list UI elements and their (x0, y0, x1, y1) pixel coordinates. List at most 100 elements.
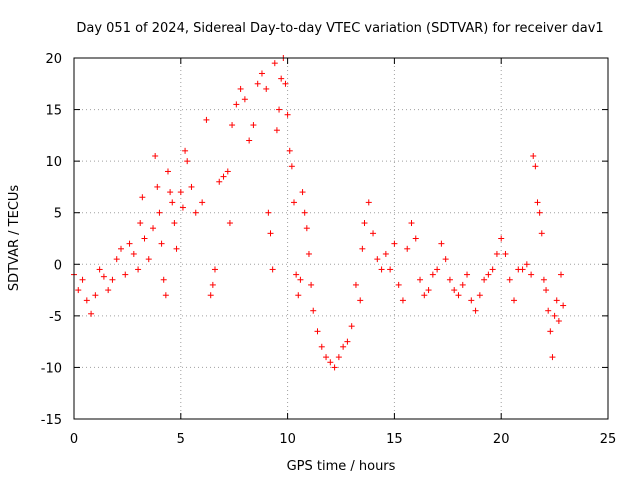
data-point (83, 297, 90, 304)
data-point (171, 220, 178, 227)
data-point (308, 281, 315, 288)
plot-frame (73, 57, 609, 420)
data-point (538, 230, 545, 237)
data-point (117, 245, 124, 252)
data-point (528, 271, 535, 278)
data-point (348, 323, 355, 330)
x-tick-label: 15 (386, 432, 403, 447)
data-point (207, 292, 214, 299)
data-point (540, 276, 547, 283)
data-point (209, 281, 216, 288)
data-point (408, 220, 415, 227)
data-point (167, 189, 174, 196)
data-point (169, 199, 176, 206)
data-point (293, 271, 300, 278)
data-point (305, 250, 312, 257)
data-point (455, 292, 462, 299)
x-tick-label: 10 (279, 432, 296, 447)
data-point (269, 266, 276, 273)
y-tick-label: 15 (45, 104, 62, 119)
data-point (141, 235, 148, 242)
data-point (476, 292, 483, 299)
data-point (216, 178, 223, 185)
data-point (318, 343, 325, 350)
chart-title: Day 051 of 2024, Sidereal Day-to-day VTE… (76, 21, 603, 36)
y-tick-label: -15 (41, 413, 62, 428)
data-point (96, 266, 103, 273)
data-point (75, 287, 82, 294)
data-point (154, 183, 161, 190)
data-point (109, 276, 116, 283)
data-point (523, 261, 530, 268)
data-point (258, 70, 265, 77)
data-point (442, 256, 449, 263)
data-point (303, 225, 310, 232)
data-point (519, 266, 526, 273)
x-axis-label: GPS time / hours (287, 459, 396, 474)
data-point (558, 271, 565, 278)
data-point (451, 287, 458, 294)
data-point (446, 276, 453, 283)
data-point (493, 250, 500, 257)
data-point (374, 256, 381, 263)
data-point (323, 354, 330, 361)
y-tick-label: 0 (54, 258, 62, 273)
data-point (438, 240, 445, 247)
data-point (532, 163, 539, 170)
data-point (344, 338, 351, 345)
data-point (160, 276, 167, 283)
data-point (135, 266, 142, 273)
data-point (370, 230, 377, 237)
data-point (310, 307, 317, 314)
data-point (545, 307, 552, 314)
data-point (335, 354, 342, 361)
data-point (314, 328, 321, 335)
data-point (551, 312, 558, 319)
data-point (543, 287, 550, 294)
data-point (429, 271, 436, 278)
data-point (122, 271, 129, 278)
data-point (481, 276, 488, 283)
data-point (485, 271, 492, 278)
data-point (156, 209, 163, 216)
data-point (229, 122, 236, 129)
data-point (378, 266, 385, 273)
x-tick-label: 0 (70, 432, 78, 447)
data-point (88, 310, 95, 317)
data-point (182, 147, 189, 154)
data-point (203, 116, 210, 123)
data-point (361, 220, 368, 227)
y-axis-label: SDTVAR / TECUs (7, 185, 22, 292)
data-point (137, 220, 144, 227)
data-point (421, 292, 428, 299)
data-point (276, 106, 283, 113)
axis-ticks: 0 5 10 15 20 25 -15 -10 -5 0 5 10 15 20 (41, 52, 617, 447)
data-point (331, 364, 338, 371)
data-point (391, 240, 398, 247)
data-point (278, 75, 285, 82)
data-point (352, 281, 359, 288)
data-point (100, 273, 107, 280)
grid-lines (74, 58, 608, 419)
data-point (126, 240, 133, 247)
data-point (139, 194, 146, 201)
data-point (265, 209, 272, 216)
data-point (459, 281, 466, 288)
y-tick-label: 20 (45, 52, 62, 67)
data-point (130, 250, 137, 257)
data-point (246, 137, 253, 144)
data-point (340, 343, 347, 350)
data-point (92, 292, 99, 299)
data-point (534, 199, 541, 206)
data-point (199, 199, 206, 206)
data-point (284, 111, 291, 118)
data-point (105, 287, 112, 294)
data-point (291, 199, 298, 206)
data-point (472, 307, 479, 314)
data-point (327, 359, 334, 366)
y-tick-label: -5 (49, 310, 62, 325)
data-point (226, 220, 233, 227)
data-point (382, 250, 389, 257)
data-point (192, 209, 199, 216)
